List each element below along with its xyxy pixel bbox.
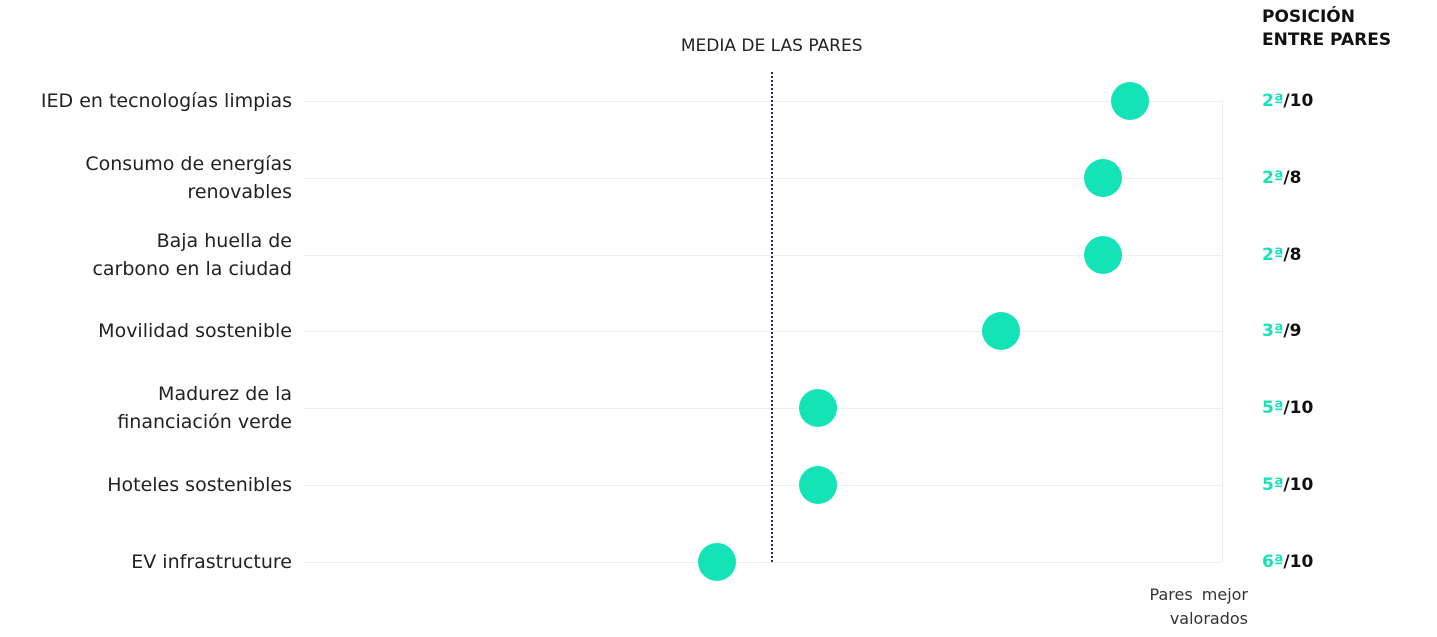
rank-label: 5ª/10 bbox=[1262, 475, 1313, 495]
rank-header: POSICIÓN ENTRE PARES bbox=[1262, 7, 1392, 50]
rank-label: 2ª/8 bbox=[1262, 168, 1301, 188]
rank: 2ª bbox=[1262, 167, 1284, 188]
dot bbox=[1111, 82, 1150, 120]
total: /9 bbox=[1283, 321, 1302, 342]
rank-label: 2ª/8 bbox=[1262, 245, 1301, 265]
rank: 3ª bbox=[1262, 321, 1284, 342]
rank-label: 5ª/10 bbox=[1262, 398, 1313, 418]
rank: 2ª bbox=[1262, 91, 1284, 111]
rank-label: 6ª/10 bbox=[1262, 552, 1313, 572]
total: /10 bbox=[1283, 475, 1314, 495]
dot bbox=[798, 466, 837, 504]
rank: 2ª bbox=[1262, 244, 1284, 265]
dot bbox=[798, 389, 837, 428]
dot bbox=[1083, 235, 1122, 274]
rank: 6ª bbox=[1262, 551, 1284, 572]
category-label: IED en tecnologías limpias bbox=[40, 90, 292, 112]
rank: 5ª bbox=[1262, 398, 1284, 419]
grid-line bbox=[303, 408, 1222, 410]
category-label: Hoteles sostenibles bbox=[107, 474, 292, 496]
dot bbox=[697, 542, 736, 581]
total: /10 bbox=[1283, 551, 1314, 572]
grid-line bbox=[303, 485, 1222, 486]
category-label: EV infrastructure bbox=[131, 550, 292, 573]
dot bbox=[1083, 158, 1122, 197]
category-label: Madurez de la financiación verde bbox=[117, 383, 292, 434]
category-label: Movilidad sostenible bbox=[98, 320, 292, 343]
grid-line bbox=[303, 177, 1222, 179]
grid-line bbox=[303, 331, 1222, 333]
grid-line bbox=[303, 101, 1222, 102]
footer-label: Pares mejor valorados bbox=[1149, 585, 1248, 628]
dot bbox=[982, 312, 1021, 351]
total: /10 bbox=[1283, 91, 1314, 111]
rank: 5ª bbox=[1262, 475, 1284, 495]
category-label: Baja huella de carbono en la ciudad bbox=[92, 229, 292, 280]
mean-label: MEDIA DE LAS PARES bbox=[680, 36, 863, 56]
rank-label: 2ª/10 bbox=[1262, 91, 1313, 111]
grid-line bbox=[303, 561, 1222, 563]
total: /10 bbox=[1283, 398, 1314, 419]
grid-line bbox=[303, 254, 1222, 256]
mean-line bbox=[770, 72, 773, 562]
category-label: Consumo de energías renovables bbox=[85, 152, 292, 203]
rank-label: 3ª/9 bbox=[1262, 321, 1301, 341]
plot-border bbox=[1222, 100, 1223, 562]
total: /8 bbox=[1283, 244, 1302, 265]
total: /8 bbox=[1283, 167, 1302, 188]
